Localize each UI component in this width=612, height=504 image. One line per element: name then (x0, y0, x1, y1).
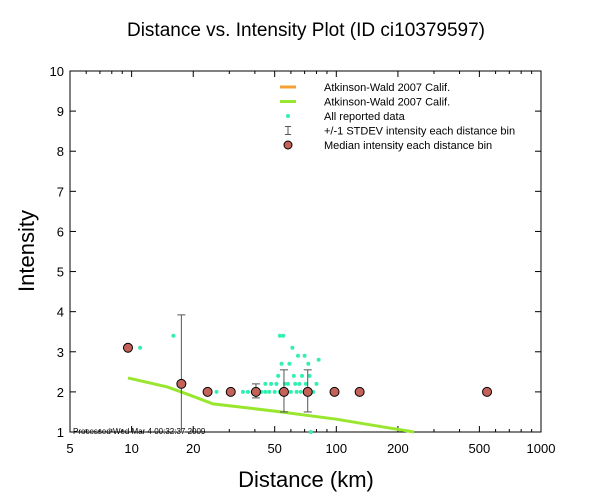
data-point (277, 333, 282, 338)
y-axis-title: Intensity (14, 210, 39, 292)
x-tick-label: 1000 (527, 441, 556, 456)
x-tick-label: 200 (387, 441, 409, 456)
y-tick-label: 8 (57, 144, 64, 159)
data-point (288, 389, 293, 394)
axis-ticks: 1 2 3 4 5 6 7 8 9 10 5 10 20 50 100 200 500 1000 (50, 64, 556, 456)
data-point (298, 389, 303, 394)
y-tick-label: 1 (57, 425, 64, 440)
x-tick-label: 100 (325, 441, 347, 456)
chart-title: Distance vs. Intensity Plot (ID ci103795… (127, 20, 485, 41)
model-curve (127, 376, 415, 434)
data-point (214, 389, 219, 394)
data-point (307, 373, 312, 378)
data-point (287, 361, 292, 366)
data-point (240, 389, 245, 394)
plot-frame (69, 70, 542, 433)
data-point (306, 361, 311, 366)
series-layer (122, 314, 493, 434)
data-point (294, 389, 299, 394)
median-point (122, 342, 133, 353)
data-point (263, 381, 268, 386)
data-point (285, 381, 290, 386)
data-point (296, 353, 301, 358)
y-tick-label: 10 (50, 64, 64, 79)
y-tick-label: 5 (57, 265, 64, 280)
legend-label: Atkinson-Wald 2007 Calif. (324, 97, 450, 109)
data-point (281, 333, 286, 338)
data-point (267, 389, 272, 394)
y-tick-label: 2 (57, 385, 64, 400)
data-point (300, 373, 305, 378)
median-point (302, 386, 313, 397)
legend-label: Atkinson-Wald 2007 Calif. (324, 82, 450, 94)
data-point (308, 430, 313, 434)
legend-label: All reported data (324, 111, 406, 123)
x-tick-label: 5 (66, 441, 73, 456)
processed-footnote: Processed Wed Mar 4 00:32:37 2009 (73, 427, 206, 436)
data-point (291, 373, 296, 378)
legend: Atkinson-Wald 2007 Calif. Atkinson-Wald 2… (280, 82, 515, 152)
data-point (138, 345, 143, 350)
data-point (290, 345, 295, 350)
legend-label: +/-1 STDEV intensity each distance bin (324, 126, 515, 138)
median-point (176, 378, 187, 389)
legend-swatch-dot (286, 114, 290, 118)
median-point (329, 386, 340, 397)
median-point (202, 386, 213, 397)
data-point (293, 381, 298, 386)
y-tick-label: 7 (57, 184, 64, 199)
median-point (354, 386, 365, 397)
data-point (263, 389, 268, 394)
x-tick-label: 10 (124, 441, 138, 456)
legend-swatch-circle (283, 140, 293, 150)
y-tick-label: 6 (57, 224, 64, 239)
x-axis-title: Distance (km) (238, 467, 374, 492)
data-point (272, 389, 277, 394)
data-point (276, 373, 281, 378)
y-tick-label: 3 (57, 345, 64, 360)
x-tick-label: 20 (186, 441, 200, 456)
x-tick-label: 50 (267, 441, 281, 456)
legend-label: Median intensity each distance bin (324, 140, 492, 152)
data-point (316, 357, 321, 362)
data-point (274, 381, 279, 386)
data-point (269, 381, 274, 386)
median-point (482, 386, 493, 397)
data-point (171, 333, 176, 338)
data-point (297, 381, 302, 386)
median-point (225, 386, 236, 397)
data-point (302, 353, 307, 358)
median-point (250, 386, 261, 397)
y-tick-label: 4 (57, 305, 64, 320)
median-point (278, 386, 289, 397)
plot-border (69, 70, 542, 433)
x-tick-label: 500 (469, 441, 491, 456)
data-point (245, 389, 250, 394)
data-point (303, 381, 308, 386)
data-point (279, 361, 284, 366)
data-point (314, 381, 319, 386)
y-tick-label: 9 (57, 104, 64, 119)
